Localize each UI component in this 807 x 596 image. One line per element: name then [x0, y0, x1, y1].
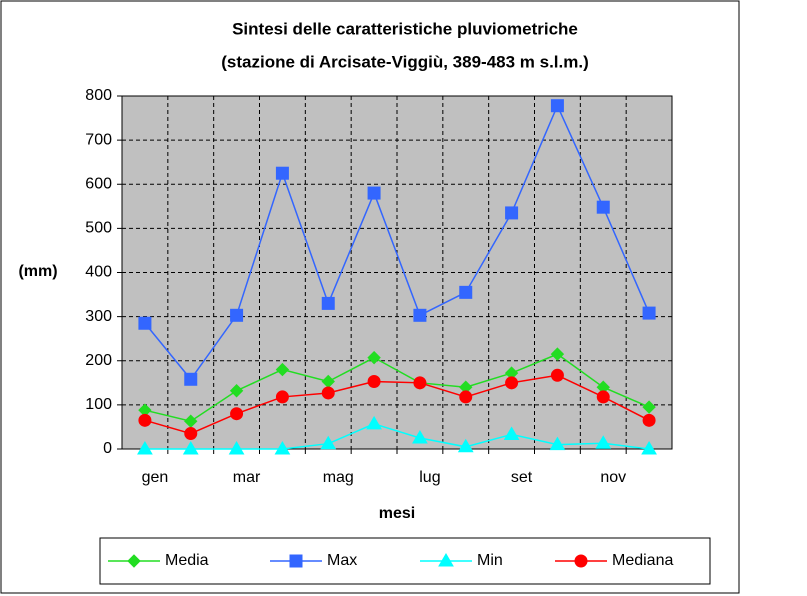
legend-marker	[574, 554, 588, 568]
series-line	[144, 374, 650, 435]
data-point	[459, 285, 473, 299]
plot-border	[121, 95, 673, 450]
data-point	[505, 206, 519, 220]
data-point	[275, 362, 290, 377]
data-point	[275, 390, 289, 404]
x-tick-label: set	[511, 469, 533, 486]
data-point	[228, 441, 245, 455]
y-tick-label: 200	[85, 352, 112, 369]
legend-label: Min	[477, 552, 503, 569]
y-tick-label: 400	[85, 264, 112, 281]
data-point	[596, 200, 610, 214]
legend-label: Media	[165, 552, 209, 569]
x-tick-label: gen	[142, 469, 169, 486]
data-point	[321, 296, 335, 310]
chart-title: Sintesi delle caratteristiche pluviometr…	[232, 19, 578, 38]
data-point	[550, 347, 565, 361]
data-point	[230, 308, 244, 322]
data-point	[321, 386, 335, 400]
data-point	[367, 350, 381, 365]
y-tick-label: 100	[85, 396, 112, 413]
data-point	[184, 427, 198, 441]
y-tick-label: 800	[85, 87, 112, 104]
y-tick-label: 600	[85, 175, 112, 192]
series-line	[144, 353, 650, 423]
y-tick-label: 700	[85, 131, 112, 148]
y-axis-label: (mm)	[18, 263, 57, 280]
data-point	[642, 413, 656, 427]
data-point	[367, 374, 381, 388]
data-point	[275, 166, 289, 180]
y-tick-label: 0	[103, 440, 112, 457]
data-point	[549, 436, 566, 451]
x-axis-label: mesi	[379, 505, 415, 522]
x-tick-label: mar	[233, 469, 261, 486]
data-point	[366, 415, 382, 430]
legend-marker	[289, 554, 303, 568]
series-line	[144, 423, 650, 450]
data-point	[642, 306, 656, 320]
legend-marker	[438, 553, 454, 567]
data-point	[595, 435, 612, 449]
legend-label: Max	[327, 552, 357, 569]
data-point	[138, 316, 152, 330]
data-point	[413, 308, 427, 322]
legend-box	[99, 537, 711, 585]
data-point	[412, 429, 428, 444]
data-point	[457, 438, 474, 453]
data-point	[413, 376, 427, 390]
data-point	[138, 413, 152, 427]
data-point	[503, 426, 520, 440]
series-line	[144, 103, 650, 381]
data-point	[320, 435, 337, 450]
legend-label: Mediana	[612, 552, 673, 569]
data-point	[505, 376, 519, 390]
data-point	[230, 407, 244, 421]
y-tick-label: 500	[85, 220, 112, 237]
data-point	[641, 441, 657, 455]
y-tick-label: 300	[85, 308, 112, 325]
x-tick-label: lug	[419, 469, 440, 486]
chart-subtitle: (stazione di Arcisate-Viggiù, 389-483 m …	[221, 52, 589, 71]
x-tick-label: nov	[600, 469, 626, 486]
data-point	[137, 441, 153, 455]
legend-marker	[127, 554, 141, 568]
data-point	[182, 441, 199, 455]
x-tick-label: mag	[323, 469, 354, 486]
data-point	[550, 99, 564, 113]
data-point	[459, 390, 473, 404]
data-point	[229, 384, 244, 398]
data-point	[274, 441, 291, 455]
data-point	[596, 390, 610, 404]
data-point	[550, 368, 564, 382]
data-point	[184, 372, 198, 386]
data-point	[367, 186, 381, 200]
data-point	[642, 400, 656, 414]
